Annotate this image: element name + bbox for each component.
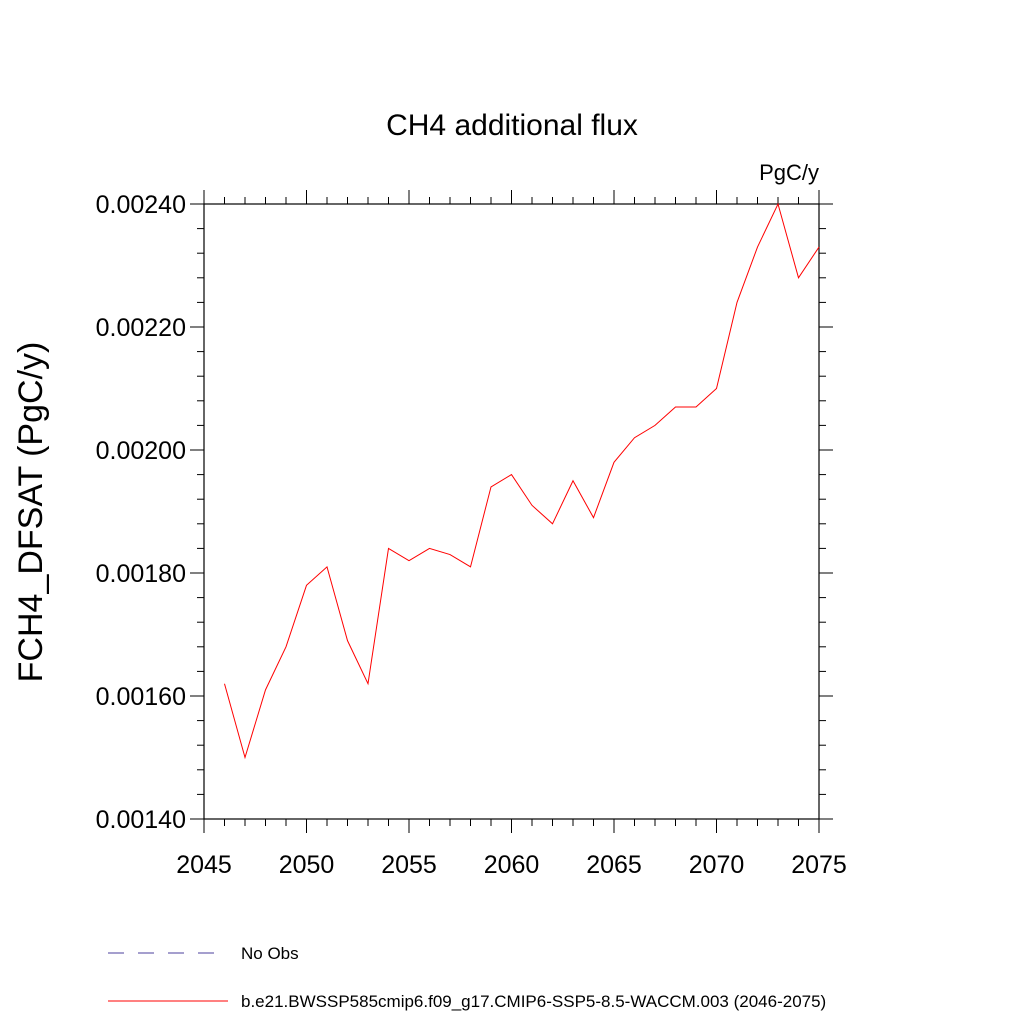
- legend-series-label: b.e21.BWSSP585cmip6.f09_g17.CMIP6-SSP5-8…: [241, 992, 826, 1011]
- legend-no-obs-label: No Obs: [241, 944, 299, 963]
- y-axis-tick-labels: 0.00140 0.00160 0.00180 0.00200 0.00220 0.002…: [96, 191, 186, 834]
- x-axis-tick-labels: 2045 2050 2055 2060 2065 2070 2075: [176, 851, 847, 879]
- x-axis-ticks: [203, 190, 820, 833]
- y-tick-label: 0.00200: [96, 437, 186, 465]
- units-label: PgC/y: [759, 160, 819, 185]
- x-tick-label: 2070: [689, 851, 745, 879]
- y-tick-label: 0.00180: [96, 560, 186, 588]
- x-tick-label: 2060: [484, 851, 540, 879]
- x-tick-label: 2045: [176, 851, 232, 879]
- y-axis-ticks: [190, 203, 833, 820]
- x-tick-label: 2050: [279, 851, 335, 879]
- x-tick-label: 2055: [381, 851, 437, 879]
- x-tick-label: 2075: [791, 851, 847, 879]
- x-tick-label: 2065: [586, 851, 642, 879]
- y-tick-label: 0.00140: [96, 806, 186, 834]
- series-line-0: [224, 202, 820, 760]
- plot-frame: [203, 203, 820, 820]
- y-tick-label: 0.00160: [96, 683, 186, 711]
- series-lines: [224, 202, 820, 760]
- y-axis-label: FCH4_DFSAT (PgC/y): [12, 342, 50, 683]
- legend: No Obs b.e21.BWSSP585cmip6.f09_g17.CMIP6…: [108, 944, 826, 1011]
- chart-title: CH4 additional flux: [386, 109, 638, 142]
- y-tick-label: 0.00240: [96, 191, 186, 219]
- y-tick-label: 0.00220: [96, 314, 186, 342]
